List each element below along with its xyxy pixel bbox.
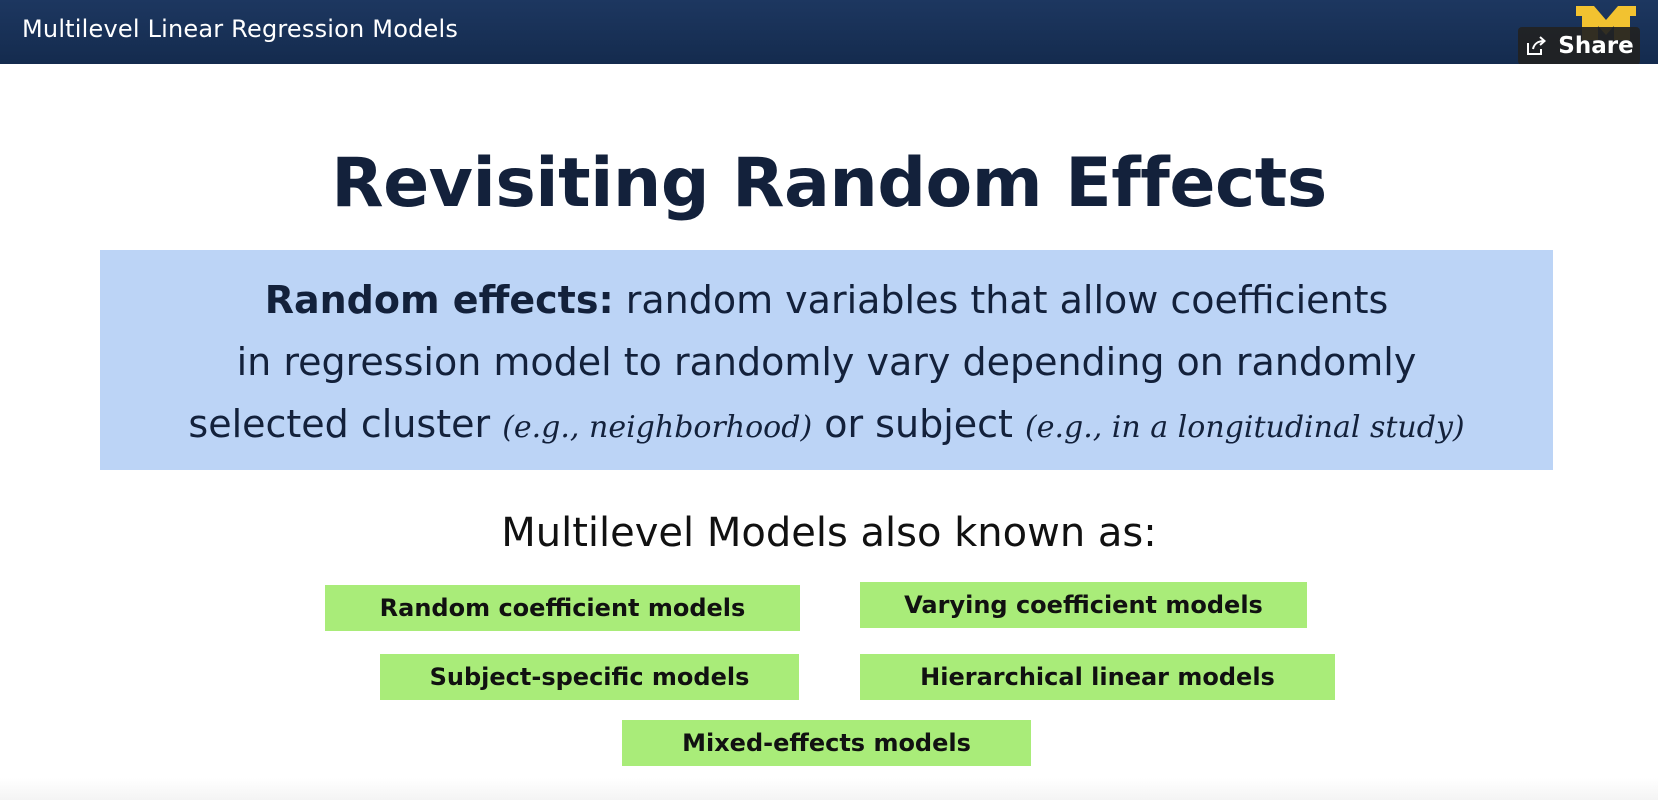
definition-example-neighborhood: (e.g., neighborhood) — [502, 410, 813, 445]
model-tag-hierarchical-linear: Hierarchical linear models — [860, 654, 1335, 700]
definition-text-3b: or subject — [812, 402, 1025, 446]
share-button[interactable]: Share — [1518, 27, 1640, 65]
video-title-bar: Multilevel Linear Regression Models Shar… — [0, 0, 1658, 65]
share-label: Share — [1558, 33, 1634, 59]
model-tag-subject-specific: Subject-specific models — [380, 654, 799, 700]
definition-text-3a: selected cluster — [188, 402, 503, 446]
definition-term: Random effects: — [264, 278, 614, 322]
video-title: Multilevel Linear Regression Models — [22, 15, 459, 43]
definition-box: Random effects: random variables that al… — [100, 250, 1553, 470]
bottom-edge — [0, 778, 1658, 800]
model-tag-random-coefficient: Random coefficient models — [325, 585, 800, 631]
definition-line-1: Random effects: random variables that al… — [100, 278, 1553, 322]
aka-heading: Multilevel Models also known as: — [501, 510, 1157, 556]
definition-example-longitudinal: (e.g., in a longitudinal study) — [1025, 410, 1465, 445]
slide-content: Revisiting Random Effects Random effects… — [0, 64, 1658, 800]
model-tag-mixed-effects: Mixed-effects models — [622, 720, 1031, 766]
definition-line-2: in regression model to randomly vary dep… — [236, 340, 1417, 384]
definition-text-1: random variables that allow coefficients — [613, 278, 1389, 322]
share-icon — [1527, 36, 1547, 55]
model-tag-varying-coefficient: Varying coefficient models — [860, 582, 1307, 628]
slide-title: Revisiting Random Effects — [331, 144, 1327, 223]
definition-line-3: selected cluster (e.g., neighborhood) or… — [100, 402, 1553, 446]
